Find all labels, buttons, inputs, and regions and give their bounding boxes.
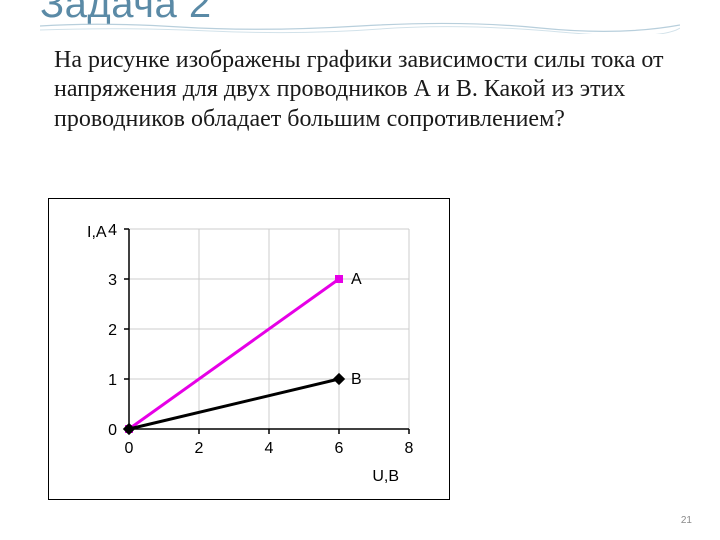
problem-text: На рисунке изображены графики зависимост… xyxy=(54,46,674,134)
svg-text:I,A: I,A xyxy=(87,224,107,241)
svg-text:0: 0 xyxy=(108,422,117,439)
title-underline xyxy=(40,22,680,34)
page-number: 21 xyxy=(681,515,692,526)
svg-text:0: 0 xyxy=(125,440,134,457)
svg-text:4: 4 xyxy=(265,440,274,457)
svg-text:8: 8 xyxy=(405,440,414,457)
svg-text:U,B: U,B xyxy=(372,468,399,485)
svg-text:2: 2 xyxy=(195,440,204,457)
svg-text:2: 2 xyxy=(108,322,117,339)
svg-text:6: 6 xyxy=(335,440,344,457)
svg-text:3: 3 xyxy=(108,272,117,289)
iv-chart: 0246801234I,AU,BAB xyxy=(48,198,450,500)
svg-text:1: 1 xyxy=(108,372,117,389)
svg-text:B: B xyxy=(351,371,362,388)
svg-text:A: A xyxy=(351,271,362,288)
svg-text:4: 4 xyxy=(108,222,117,239)
